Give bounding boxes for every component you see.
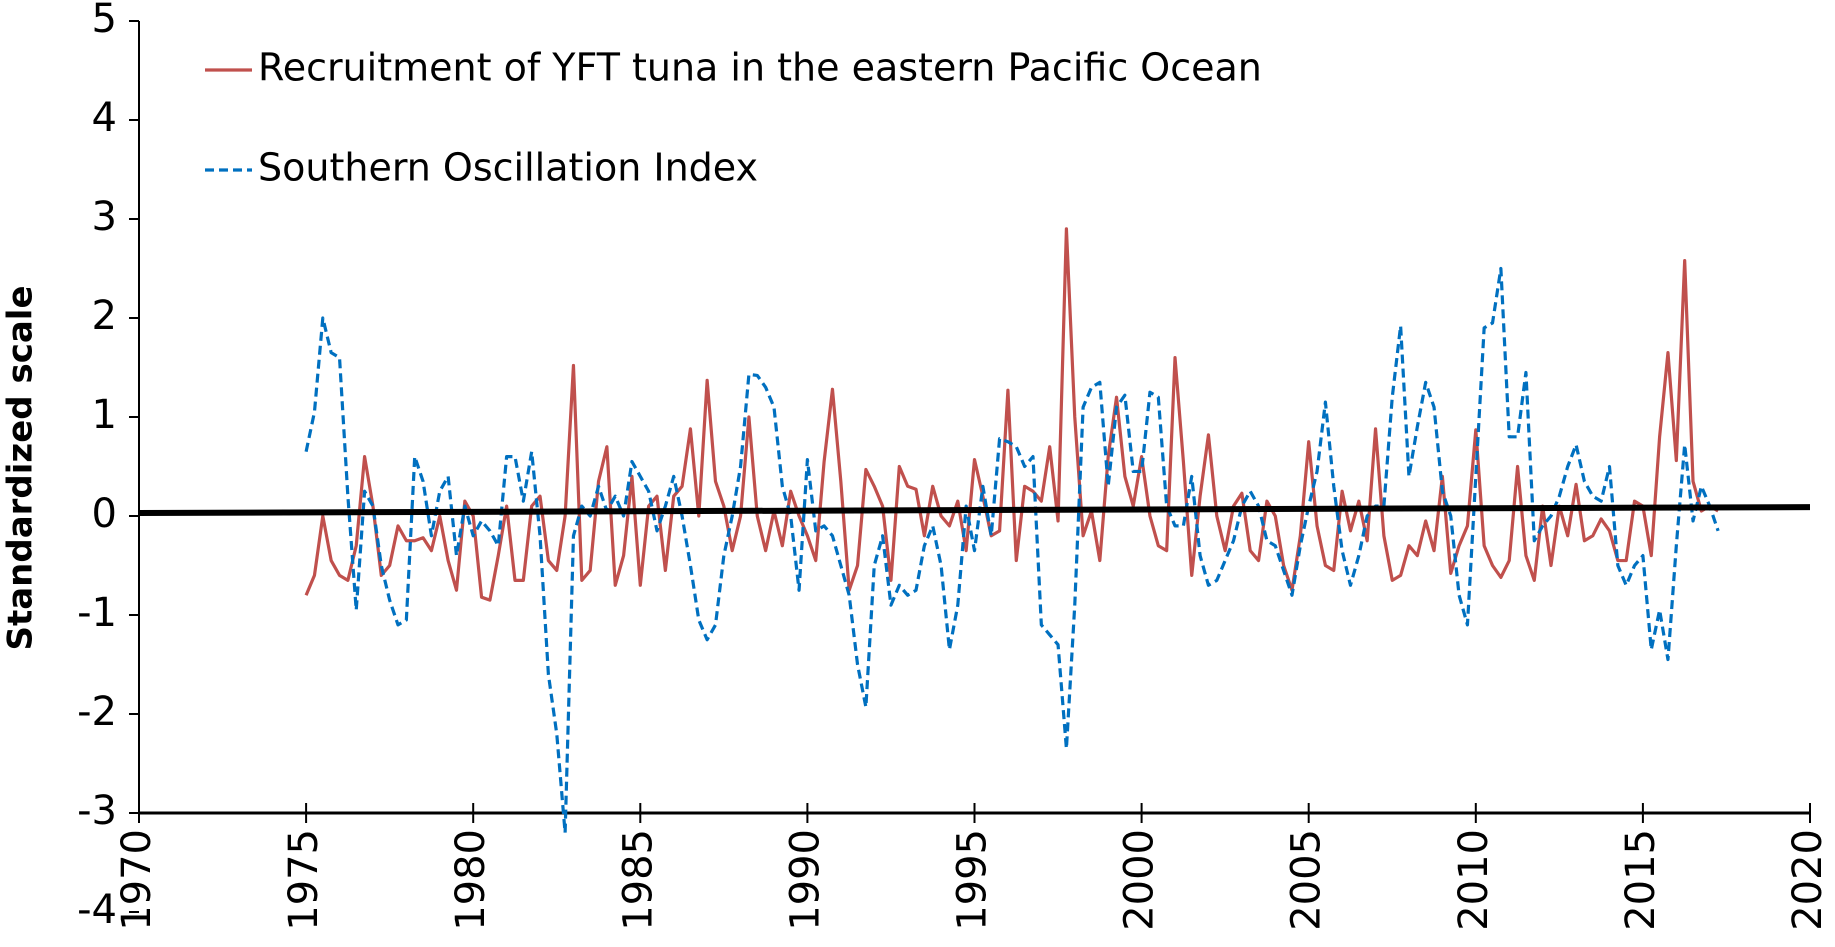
y-tick-label: 0 [92,491,117,537]
y-tick-label: 4 [92,95,117,141]
x-tick-label: 1985 [615,829,661,931]
series-line [304,227,1719,602]
x-tick-label: 1975 [281,829,327,931]
x-tick-label: 1990 [782,829,828,931]
y-tick-label: -3 [77,788,117,834]
series-line [304,266,1720,835]
x-tick-label: 2005 [1284,829,1330,931]
trend-line [138,504,1811,517]
x-tick-label: 1995 [950,829,996,931]
x-tick-label: 1980 [448,829,494,931]
legend-label: Southern Oscillation Index [258,146,758,190]
legend-label: Recruitment of YFT tuna in the eastern P… [258,46,1262,90]
x-tick-label: 2020 [1785,829,1831,931]
y-axis-label: Standardized scale [1,285,41,650]
y-tick-label: 3 [92,194,117,240]
y-tick-label: -4 [77,887,117,933]
x-tick-label: 2000 [1117,829,1163,931]
y-tick-label: 1 [92,392,117,438]
y-tick-label: 2 [92,293,117,339]
y-tick-label: -1 [77,590,117,636]
y-tick-label: 5 [92,0,117,42]
y-tick-label: -2 [77,689,117,735]
x-tick-label: 2010 [1451,829,1497,931]
x-tick-label: 1970 [114,829,160,931]
x-tick-label: 2015 [1618,829,1664,931]
